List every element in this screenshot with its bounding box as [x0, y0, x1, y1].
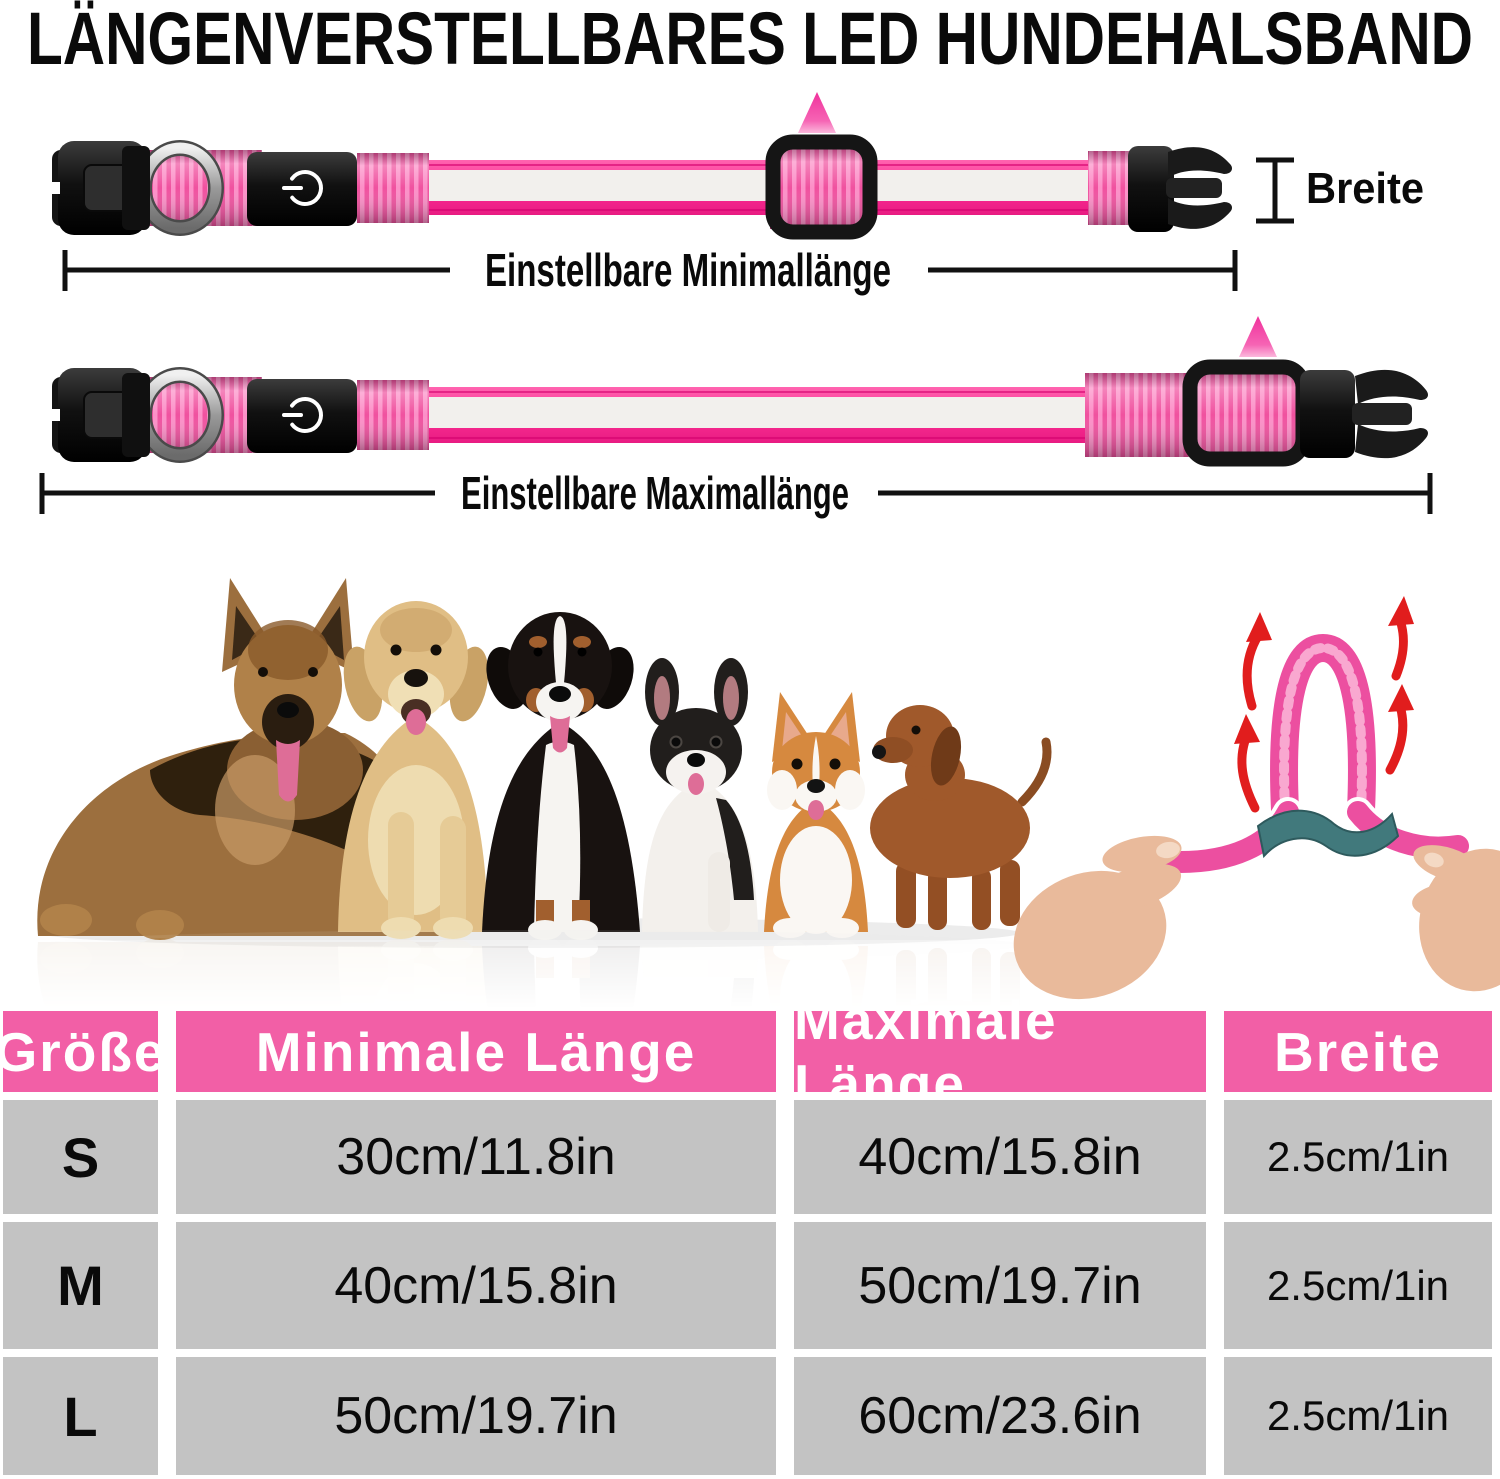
header-cell-groesse: Größe [0, 1011, 164, 1092]
table-cell-size-m: M [3, 1222, 158, 1349]
led-strip [428, 170, 1088, 201]
collar-max-diagram [48, 316, 1428, 467]
red-stretch-arrows-icon [1234, 596, 1414, 813]
min-length-annotation: Einstellbare Minimallänge [62, 244, 1238, 296]
width-label: Breite [1306, 164, 1424, 213]
dog-dachshund [870, 705, 1052, 930]
dog-golden-retriever [338, 601, 489, 939]
led-strip [428, 397, 1088, 428]
table-cell-s-max: 40cm/15.8in [794, 1100, 1206, 1214]
battery-box [247, 379, 357, 453]
table-cell-s-min: 30cm/11.8in [176, 1100, 776, 1214]
header-cell-breite: Breite [1224, 1011, 1492, 1092]
collar-loop [1113, 629, 1473, 878]
infographic-canvas: LÄNGENVERSTELLBARES LED HUNDEHALSBAND [0, 0, 1500, 1010]
table-cell-l-max: 60cm/23.6in [794, 1357, 1206, 1475]
max-length-annotation: Einstellbare Maximallänge [39, 467, 1433, 519]
table-cell-l-width: 2.5cm/1in [1224, 1357, 1492, 1475]
dogs-photo [37, 578, 1052, 948]
dog-french-bulldog [642, 658, 758, 932]
table-cell-s-width: 2.5cm/1in [1224, 1100, 1492, 1214]
male-buckle [1128, 146, 1232, 232]
table-cell-size-l: L [3, 1357, 158, 1475]
header-cell-min-laenge: Minimale Länge [176, 1011, 776, 1092]
width-annotation: Breite [1256, 157, 1424, 224]
page-title: LÄNGENVERSTELLBARES LED HUNDEHALSBAND [27, 0, 1473, 80]
max-length-label: Einstellbare Maximallänge [461, 467, 849, 519]
table-cell-m-min: 40cm/15.8in [176, 1222, 776, 1349]
pink-triangle-position-marker-icon [1239, 316, 1277, 357]
table-cell-size-s: S [3, 1100, 158, 1214]
size-table: Größe Minimale Länge Maximale Länge Brei… [0, 989, 1492, 1475]
dog-german-shepherd [37, 578, 441, 940]
pink-triangle-position-marker-icon [798, 92, 836, 133]
table-cell-l-min: 50cm/19.7in [176, 1357, 776, 1475]
table-cell-m-width: 2.5cm/1in [1224, 1222, 1492, 1349]
slider-keeper [765, 134, 878, 240]
slider-keeper [1182, 359, 1311, 467]
collar-min-diagram [48, 92, 1232, 240]
header-cell-max-laenge: Maximale Länge [794, 989, 1206, 1115]
min-length-label: Einstellbare Minimallänge [485, 244, 891, 296]
right-hand [1412, 845, 1500, 992]
male-buckle [1300, 369, 1428, 459]
battery-box [247, 152, 357, 226]
stretch-demo [1013, 596, 1500, 1000]
table-cell-m-max: 50cm/19.7in [794, 1222, 1206, 1349]
power-icon [282, 170, 323, 206]
left-hand [1013, 835, 1182, 1000]
female-buckle [48, 141, 150, 235]
dog-corgi [764, 692, 868, 938]
power-icon [282, 397, 323, 433]
female-buckle [48, 368, 150, 462]
dog-bernese [482, 612, 640, 940]
adjuster-clip [1256, 809, 1400, 859]
